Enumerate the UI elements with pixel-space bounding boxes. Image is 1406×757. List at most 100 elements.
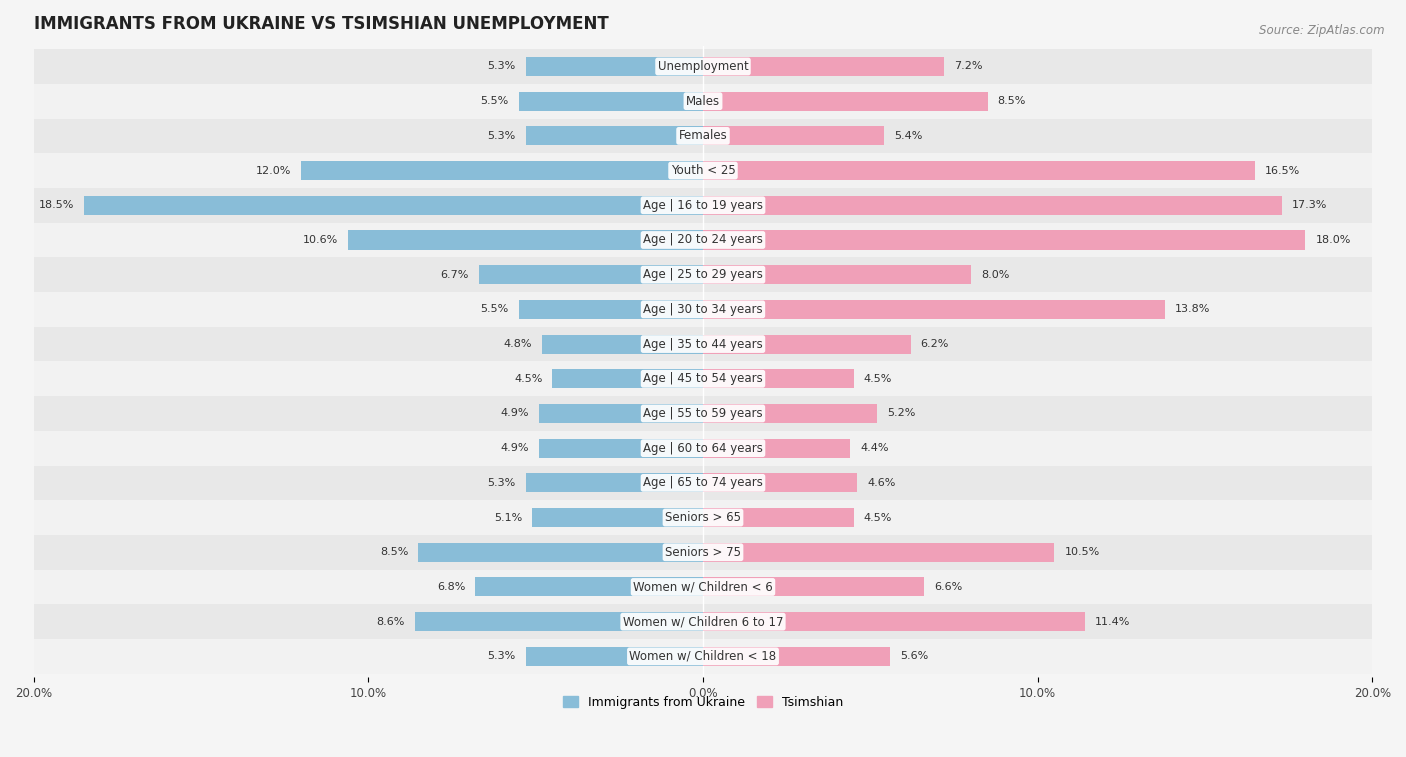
Bar — [34, 466, 1372, 500]
Bar — [703, 438, 851, 458]
Text: Age | 20 to 24 years: Age | 20 to 24 years — [643, 233, 763, 247]
Legend: Immigrants from Ukraine, Tsimshian: Immigrants from Ukraine, Tsimshian — [557, 690, 849, 715]
Text: 7.2%: 7.2% — [955, 61, 983, 71]
Bar — [703, 196, 1282, 215]
Text: Age | 30 to 34 years: Age | 30 to 34 years — [643, 303, 763, 316]
Bar — [703, 300, 1166, 319]
Bar — [703, 543, 1054, 562]
Text: 5.4%: 5.4% — [894, 131, 922, 141]
Bar — [34, 361, 1372, 396]
Bar — [703, 57, 943, 76]
Bar — [519, 300, 703, 319]
Bar — [34, 223, 1372, 257]
Bar — [34, 500, 1372, 535]
Text: 5.5%: 5.5% — [481, 96, 509, 106]
Text: 8.0%: 8.0% — [981, 269, 1010, 279]
Text: Age | 65 to 74 years: Age | 65 to 74 years — [643, 476, 763, 489]
Bar — [703, 369, 853, 388]
Text: Women w/ Children 6 to 17: Women w/ Children 6 to 17 — [623, 615, 783, 628]
Bar — [34, 119, 1372, 153]
Bar — [526, 57, 703, 76]
Bar — [703, 230, 1306, 250]
Bar — [475, 578, 703, 597]
Bar — [703, 335, 911, 354]
Text: Males: Males — [686, 95, 720, 107]
Bar — [703, 508, 853, 527]
Bar — [34, 327, 1372, 361]
Text: 17.3%: 17.3% — [1292, 201, 1327, 210]
Text: Age | 55 to 59 years: Age | 55 to 59 years — [643, 407, 763, 420]
Text: 6.7%: 6.7% — [440, 269, 468, 279]
Text: Seniors > 75: Seniors > 75 — [665, 546, 741, 559]
Text: 12.0%: 12.0% — [256, 166, 291, 176]
Text: 4.6%: 4.6% — [868, 478, 896, 488]
Text: Age | 25 to 29 years: Age | 25 to 29 years — [643, 268, 763, 281]
Text: 4.5%: 4.5% — [863, 374, 891, 384]
Bar — [478, 265, 703, 284]
Text: 5.3%: 5.3% — [488, 478, 516, 488]
Text: 16.5%: 16.5% — [1265, 166, 1301, 176]
Bar — [703, 578, 924, 597]
Bar — [34, 292, 1372, 327]
Text: 10.6%: 10.6% — [302, 235, 339, 245]
Text: 6.8%: 6.8% — [437, 582, 465, 592]
Text: 8.6%: 8.6% — [377, 617, 405, 627]
Bar — [703, 265, 970, 284]
Bar — [538, 438, 703, 458]
Bar — [34, 604, 1372, 639]
Text: 4.9%: 4.9% — [501, 443, 529, 453]
Bar — [34, 569, 1372, 604]
Bar — [84, 196, 703, 215]
Text: 8.5%: 8.5% — [380, 547, 409, 557]
Bar — [703, 161, 1256, 180]
Bar — [543, 335, 703, 354]
Text: 18.0%: 18.0% — [1316, 235, 1351, 245]
Bar — [703, 92, 987, 111]
Text: 5.3%: 5.3% — [488, 61, 516, 71]
Bar — [34, 188, 1372, 223]
Bar — [703, 473, 858, 492]
Text: 5.5%: 5.5% — [481, 304, 509, 314]
Text: Women w/ Children < 18: Women w/ Children < 18 — [630, 650, 776, 663]
Bar — [526, 126, 703, 145]
Bar — [703, 126, 884, 145]
Text: 13.8%: 13.8% — [1175, 304, 1211, 314]
Text: 4.5%: 4.5% — [515, 374, 543, 384]
Text: 4.4%: 4.4% — [860, 443, 889, 453]
Bar — [703, 646, 890, 666]
Text: Age | 16 to 19 years: Age | 16 to 19 years — [643, 199, 763, 212]
Bar — [34, 257, 1372, 292]
Bar — [526, 646, 703, 666]
Text: 5.1%: 5.1% — [494, 512, 522, 522]
Text: 4.8%: 4.8% — [503, 339, 533, 349]
Bar — [34, 153, 1372, 188]
Text: 5.3%: 5.3% — [488, 131, 516, 141]
Bar — [553, 369, 703, 388]
Bar — [533, 508, 703, 527]
Text: 10.5%: 10.5% — [1064, 547, 1099, 557]
Bar — [703, 404, 877, 423]
Bar — [34, 396, 1372, 431]
Text: 4.5%: 4.5% — [863, 512, 891, 522]
Text: Unemployment: Unemployment — [658, 60, 748, 73]
Text: 4.9%: 4.9% — [501, 409, 529, 419]
Bar — [34, 49, 1372, 84]
Bar — [34, 84, 1372, 119]
Text: 18.5%: 18.5% — [38, 201, 73, 210]
Bar — [301, 161, 703, 180]
Text: Women w/ Children < 6: Women w/ Children < 6 — [633, 581, 773, 593]
Bar — [526, 473, 703, 492]
Text: 5.2%: 5.2% — [887, 409, 915, 419]
Text: Age | 60 to 64 years: Age | 60 to 64 years — [643, 441, 763, 455]
Bar — [349, 230, 703, 250]
Bar — [538, 404, 703, 423]
Bar — [703, 612, 1084, 631]
Text: Age | 45 to 54 years: Age | 45 to 54 years — [643, 372, 763, 385]
Bar — [34, 431, 1372, 466]
Text: Seniors > 65: Seniors > 65 — [665, 511, 741, 524]
Text: Females: Females — [679, 129, 727, 142]
Text: 6.6%: 6.6% — [934, 582, 962, 592]
Text: 6.2%: 6.2% — [921, 339, 949, 349]
Text: Source: ZipAtlas.com: Source: ZipAtlas.com — [1260, 24, 1385, 37]
Bar — [519, 92, 703, 111]
